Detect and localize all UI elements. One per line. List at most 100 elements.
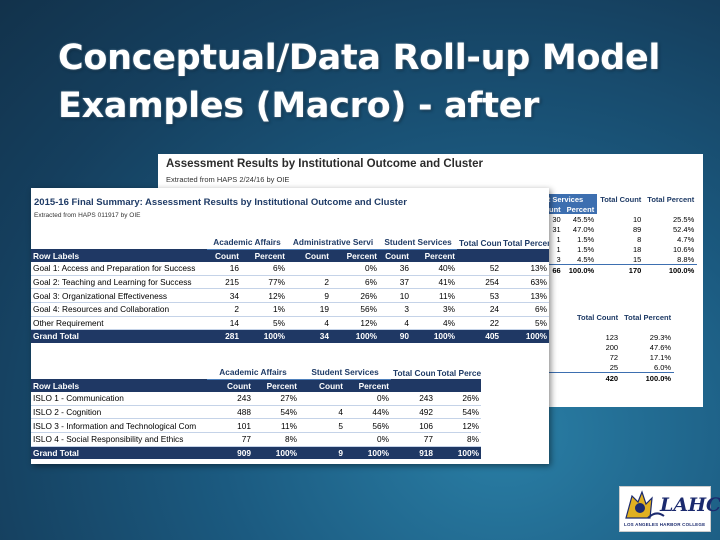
table-cell: [546, 362, 574, 373]
grand-total-cell: 90: [379, 329, 412, 343]
table-cell: 3%: [411, 302, 458, 317]
table-cell: 26%: [435, 392, 482, 406]
table-cell: 26%: [331, 288, 380, 303]
table-cell: 13%: [501, 262, 549, 276]
back-table-1-col: Percent: [563, 204, 598, 214]
front-report-subtitle: Extracted from HAPS 011917 by OIE: [34, 212, 141, 219]
table-row: 25 6.0%: [546, 362, 674, 373]
table-cell: 243: [207, 392, 253, 406]
table-cell: 47.6%: [649, 342, 672, 352]
slide-title: Conceptual/Data Roll-up Model Examples (…: [58, 38, 661, 126]
group-header: Academic Affairs: [207, 366, 300, 380]
table-cell: 6.0%: [653, 362, 672, 372]
sub-header: Count: [207, 249, 241, 263]
table-cell: 4: [287, 316, 332, 331]
table-cell: 8.8%: [677, 254, 695, 264]
group-header: Academic Affairs: [207, 236, 288, 250]
sub-header: Count: [207, 379, 253, 393]
table-cell: [481, 432, 549, 447]
table-cell: 52.4%: [672, 224, 695, 234]
sub-header: Percent: [253, 379, 300, 393]
table-cell: 8%: [435, 432, 482, 447]
table-cell: 1%: [241, 302, 288, 317]
sub-header: Count: [299, 379, 346, 393]
table-cell: 215: [207, 275, 241, 290]
table-cell: 72: [609, 352, 619, 362]
table-cell: 10.6%: [672, 244, 695, 254]
table-cell: 44%: [345, 405, 392, 420]
total-percent-header: Total Percen: [501, 236, 549, 250]
row-label: ISLO 4 - Social Responsibility and Ethic…: [31, 432, 207, 447]
row-label: Goal 3: Organizational Effectiveness: [31, 288, 207, 303]
table-row: Goal 3: Organizational Effectiveness 34 12…: [31, 288, 549, 303]
row-labels-header: Row Labels: [31, 249, 207, 263]
front-report-panel: 2015-16 Final Summary: Assessment Result…: [31, 188, 549, 464]
group-header: Administrative Servi: [287, 236, 380, 250]
row-label: Other Requirement: [31, 316, 207, 331]
table-cell: 11%: [411, 288, 458, 303]
table-cell: 106: [391, 418, 436, 433]
table-cell: 1: [556, 244, 561, 254]
table-cell: 4: [379, 316, 412, 331]
table-cell: 243: [391, 392, 436, 406]
table-cell: 15: [632, 254, 642, 264]
table-cell: 77: [391, 432, 436, 447]
back-table-2-total: 420: [574, 372, 622, 383]
college-logo: LAHC LOS ANGELES HARBOR COLLEGE: [619, 486, 720, 532]
grand-total-label: Grand Total: [31, 329, 207, 343]
table-cell: 6%: [501, 302, 549, 317]
row-label: ISLO 1 - Communication: [31, 392, 207, 406]
grand-total-cell: 34: [287, 329, 332, 343]
table-row: 1 1.5% 18 10.6%: [536, 244, 697, 254]
table-cell: [481, 418, 549, 433]
table-cell: 14: [207, 316, 241, 331]
table-cell: [299, 432, 346, 447]
table-row: ISLO 2 - Cognition 488 54% 4 44% 492 54%: [31, 405, 549, 420]
back-table-2-col: Total Percent: [624, 312, 672, 322]
table-cell: 34: [207, 288, 241, 303]
grand-total-row: Grand Total 281 100% 34 100% 90 100% 405 100%: [31, 329, 549, 343]
table-cell: 52: [457, 262, 502, 276]
table-cell: 101: [207, 418, 253, 433]
table-row: 1 1.5% 8 4.7%: [536, 234, 697, 244]
front-report-title: 2015-16 Final Summary: Assessment Result…: [34, 197, 407, 208]
table-cell: 37: [379, 275, 412, 290]
group-header: Student Services: [299, 366, 392, 380]
group-header: Student Services: [379, 236, 458, 250]
table-row: Goal 4: Resources and Collaboration 2 1% 19…: [31, 302, 549, 317]
table-cell: 77%: [241, 275, 288, 290]
table-cell: 40%: [411, 262, 458, 276]
grand-total-cell: 918: [391, 446, 436, 460]
table-cell: 488: [207, 405, 253, 420]
back-report-subtitle: Extracted from HAPS 2/24/16 by OIE: [166, 175, 290, 184]
table-cell: 11%: [253, 418, 300, 433]
back-table-1: ent Services Total Count Total Percent C…: [536, 194, 698, 275]
table-cell: 53: [457, 288, 502, 303]
back-table-2-total: 100.0%: [621, 372, 675, 383]
table-cell: 25.5%: [672, 214, 695, 224]
back-table-1-total: 100.0%: [644, 264, 698, 275]
total-count-header: Total Count: [391, 366, 436, 380]
back-table-2-col: Total Count: [577, 312, 619, 322]
sub-header: Percent: [241, 249, 288, 263]
table-cell: [481, 405, 549, 419]
table-cell: 8: [637, 234, 642, 244]
table-cell: 45.5%: [572, 214, 595, 224]
table-cell: 47.0%: [572, 224, 595, 234]
table-cell: 0%: [345, 432, 392, 447]
grand-total-cell: 100%: [411, 329, 458, 343]
table-cell: 16: [207, 262, 241, 276]
table-cell: 12%: [435, 418, 482, 433]
table-cell: 9: [287, 288, 332, 303]
back-table-1-col: Total Count: [597, 194, 645, 204]
table-cell: 56%: [331, 302, 380, 317]
back-table-1-col: Total Percent: [644, 194, 698, 204]
table-cell: [546, 352, 574, 362]
table-cell: 123: [605, 332, 619, 342]
pirate-mascot-icon: [625, 490, 665, 519]
table-row: ISLO 4 - Social Responsibility and Ethic…: [31, 432, 549, 447]
table-row: Other Requirement 14 5% 4 12% 4 4% 22 5%: [31, 316, 549, 331]
back-table-1-total: 66: [536, 264, 564, 275]
table-row: ISLO 3 - Information and Technological C…: [31, 418, 549, 433]
grand-total-row: Grand Total 909 100% 9 100% 918 100%: [31, 446, 549, 460]
